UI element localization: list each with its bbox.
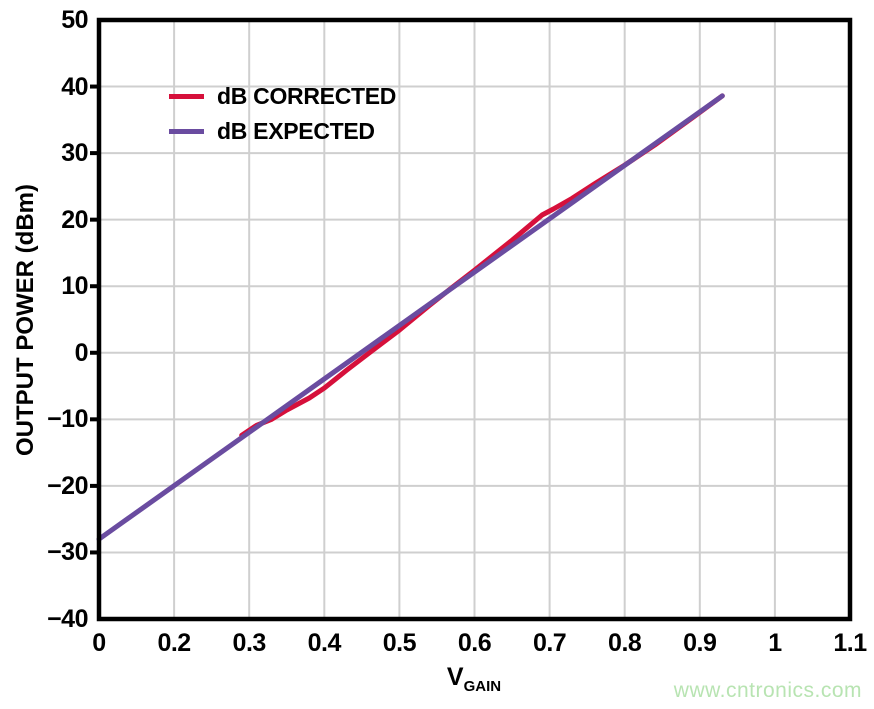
y-tick-label: 0 xyxy=(74,338,89,367)
plot-frame xyxy=(96,17,853,622)
legend: dB CORRECTED dB EXPECTED xyxy=(169,79,396,149)
legend-color-swatch xyxy=(169,94,204,99)
y-tick-label: 40 xyxy=(61,72,88,101)
y-tick-label: 50 xyxy=(61,6,88,34)
y-axis-title: OUTPUT POWER (dBm) xyxy=(12,184,39,456)
x-axis-title-main: V xyxy=(446,663,464,691)
x-axis-title-subscript: GAIN xyxy=(463,678,502,695)
legend-label: dB EXPECTED xyxy=(217,118,375,144)
y-tick-label: −30 xyxy=(47,538,88,567)
watermark-text: www.cntronics.com xyxy=(673,679,862,702)
series-line-db-expected xyxy=(96,93,725,542)
x-tick-label: 0.4 xyxy=(307,629,342,657)
x-tick-label: 0.5 xyxy=(382,629,417,657)
x-tick-label: 0 xyxy=(92,629,106,657)
x-tick-label: 0.8 xyxy=(608,629,642,657)
y-tick-label: 10 xyxy=(61,272,88,301)
x-tick-label: 0.3 xyxy=(232,629,267,657)
x-tick-label: 1 xyxy=(768,629,782,657)
x-tick-label: 0.7 xyxy=(532,629,567,657)
legend-color-swatch xyxy=(169,129,204,134)
legend-item: dB CORRECTED xyxy=(169,79,396,114)
y-tick-label: 20 xyxy=(61,205,88,234)
y-tick-label: −20 xyxy=(47,471,88,500)
legend-item: dB EXPECTED xyxy=(169,114,396,149)
x-tick-label: 0.6 xyxy=(457,629,492,657)
x-tick-label: 1.1 xyxy=(833,629,867,657)
x-tick-label: 0.9 xyxy=(683,629,717,657)
x-axis-title: VGAIN xyxy=(447,663,501,695)
legend-label: dB CORRECTED xyxy=(217,83,397,109)
y-tick-label: −10 xyxy=(47,405,88,434)
y-tick-label: 30 xyxy=(61,139,88,168)
y-tick-label: −40 xyxy=(47,605,88,633)
x-tick-label: 0.2 xyxy=(157,629,191,657)
